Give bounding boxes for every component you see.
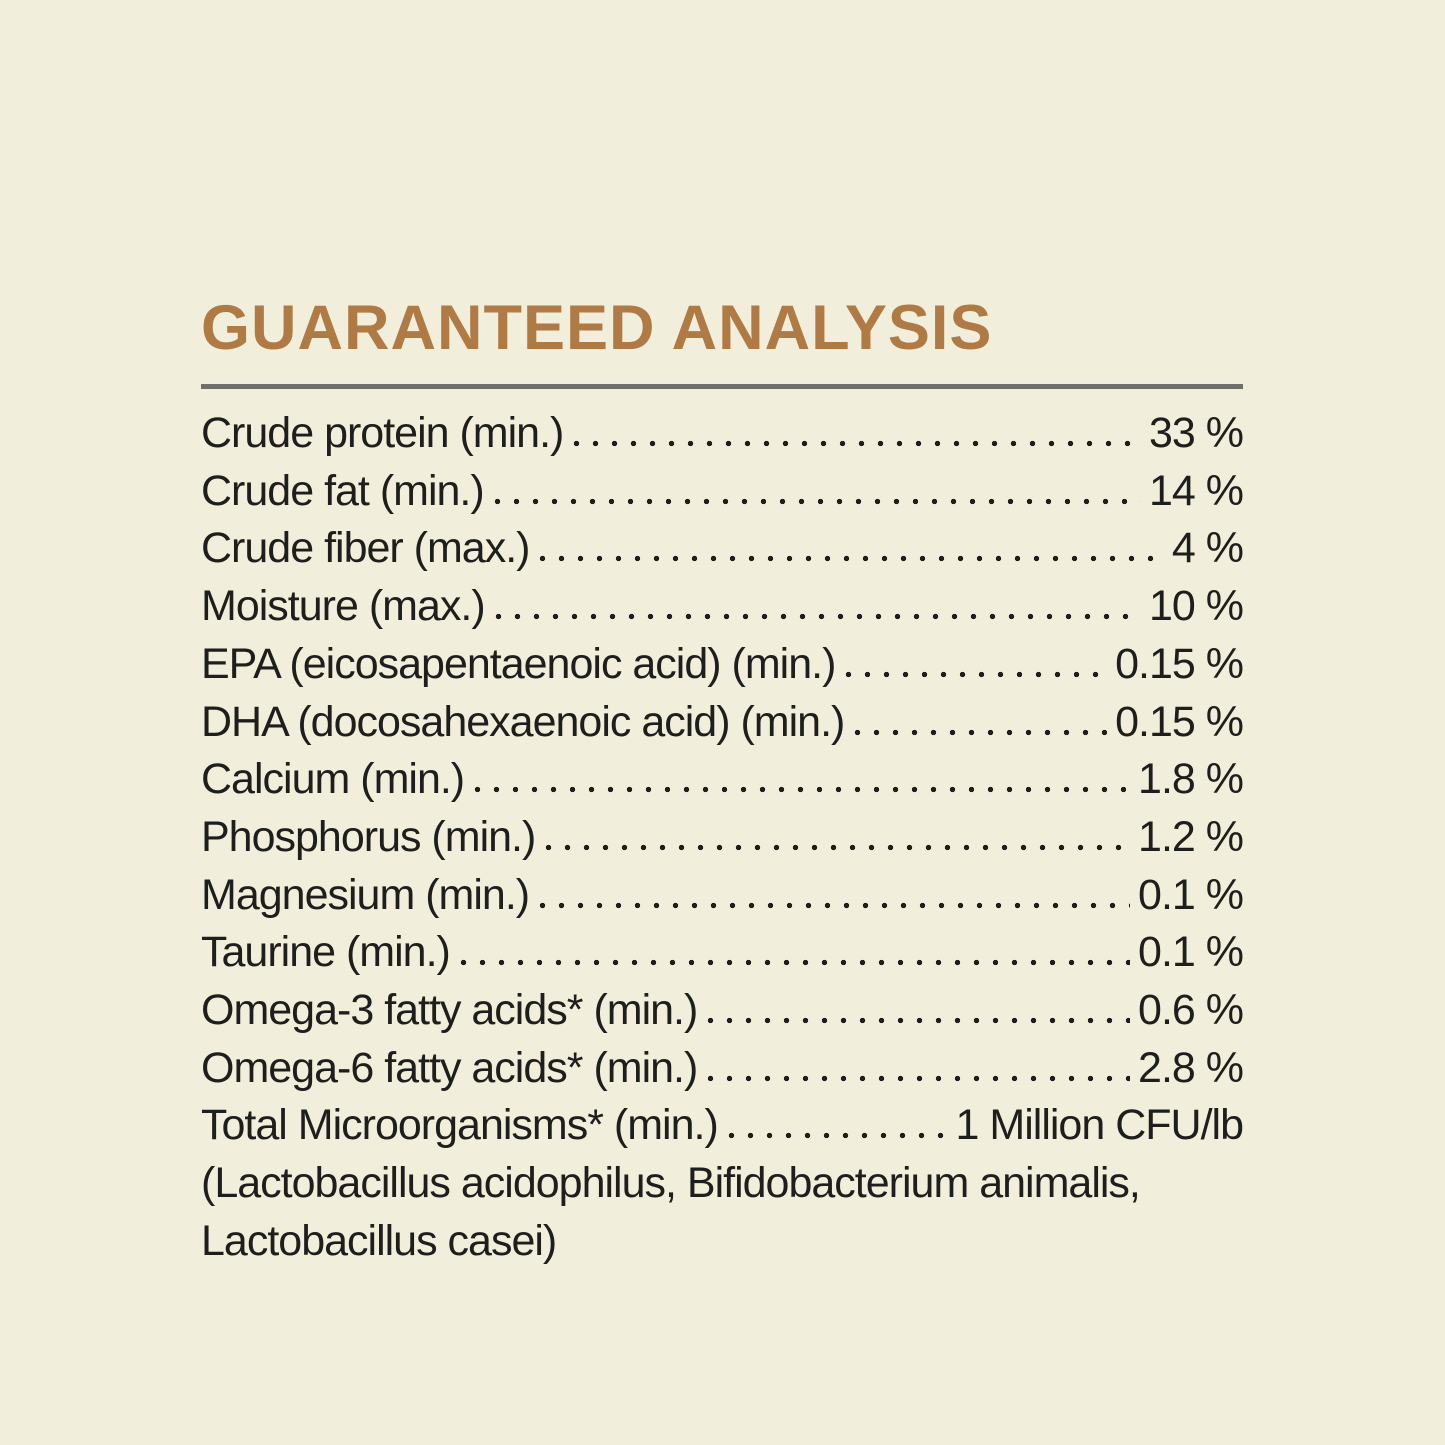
microorganisms-species-line: Lactobacillus casei) [201, 1216, 557, 1265]
nutrient-label: Phosphorus (min.) [201, 812, 536, 861]
nutrient-value: 1.2 % [1138, 812, 1244, 861]
nutrient-label: Taurine (min.) [201, 928, 451, 977]
nutrient-value: 1 Million CFU/lb [955, 1101, 1244, 1150]
table-row: Omega-3 fatty acids* (min.) 0.6 % [201, 982, 1244, 1040]
table-row: Calcium (min.) 1.8 % [201, 751, 1244, 809]
title-divider [201, 384, 1243, 389]
nutrient-label: Crude fat (min.) [201, 466, 485, 515]
table-row: Crude fiber (max.) 4 % [201, 520, 1244, 578]
dot-leader [707, 1074, 1131, 1082]
table-row: Omega-6 fatty acids* (min.) 2.8 % [201, 1040, 1244, 1098]
dot-leader [573, 440, 1141, 447]
dot-leader [493, 497, 1141, 505]
table-row: Magnesium (min.) 0.1 % [201, 867, 1244, 925]
nutrient-label: Omega-3 fatty acids* (min.) [201, 986, 698, 1035]
nutrient-label: Moisture (max.) [201, 582, 486, 631]
nutrient-value: 2.8 % [1138, 1043, 1244, 1092]
table-row: Crude protein (min.) 33 % [201, 405, 1244, 463]
dot-leader [545, 843, 1131, 851]
nutrient-value: 0.1 % [1138, 870, 1244, 919]
guaranteed-analysis-panel: GUARANTEED ANALYSIS Crude protein (min.)… [201, 293, 1244, 1271]
table-row: DHA (docosahexaenoic acid) (min.) 0.15 % [201, 694, 1244, 752]
dot-leader [474, 786, 1131, 794]
nutrient-value: 33 % [1148, 409, 1244, 457]
analysis-table: Crude protein (min.) 33 % Crude fat (min… [201, 405, 1244, 1271]
nutrient-value: 0.15 % [1115, 697, 1244, 746]
table-row: Phosphorus (min.) 1.2 % [201, 809, 1244, 867]
page-title: GUARANTEED ANALYSIS [201, 293, 993, 363]
dot-leader [707, 1017, 1131, 1025]
dot-leader [459, 959, 1131, 967]
dot-leader [845, 670, 1108, 678]
dot-leader [854, 728, 1108, 736]
nutrient-value: 10 % [1148, 582, 1244, 631]
nutrient-label: Total Microorganisms* (min.) [201, 1101, 719, 1150]
nutrient-value: 0.6 % [1138, 986, 1244, 1035]
nutrient-value: 14 % [1148, 466, 1244, 515]
microorganisms-species-line: (Lactobacillus acidophilus, Bifidobacter… [201, 1159, 1141, 1208]
nutrient-label: Crude fiber (max.) [201, 524, 530, 573]
nutrient-value: 0.15 % [1115, 639, 1244, 688]
dot-leader [539, 555, 1164, 563]
dot-leader [494, 613, 1141, 621]
nutrient-label: Omega-6 fatty acids* (min.) [201, 1043, 698, 1092]
nutrient-label: Calcium (min.) [201, 755, 465, 804]
nutrient-value: 0.1 % [1138, 928, 1244, 977]
table-row: Taurine (min.) 0.1 % [201, 924, 1244, 982]
dot-leader [727, 1132, 948, 1140]
nutrient-value: 4 % [1171, 524, 1244, 573]
nutrient-label: DHA (docosahexaenoic acid) (min.) [201, 697, 845, 746]
table-row: Crude fat (min.) 14 % [201, 463, 1244, 521]
nutrient-value: 1.8 % [1138, 755, 1244, 804]
nutrient-label: EPA (eicosapentaenoic acid) (min.) [201, 639, 836, 688]
dot-leader [539, 901, 1131, 909]
table-row: Moisture (max.) 10 % [201, 578, 1244, 636]
nutrient-label: Crude protein (min.) [201, 409, 564, 457]
table-row: EPA (eicosapentaenoic acid) (min.) 0.15 … [201, 636, 1244, 694]
table-row: Total Microorganisms* (min.) 1 Million C… [201, 1097, 1244, 1155]
nutrient-label: Magnesium (min.) [201, 870, 530, 919]
